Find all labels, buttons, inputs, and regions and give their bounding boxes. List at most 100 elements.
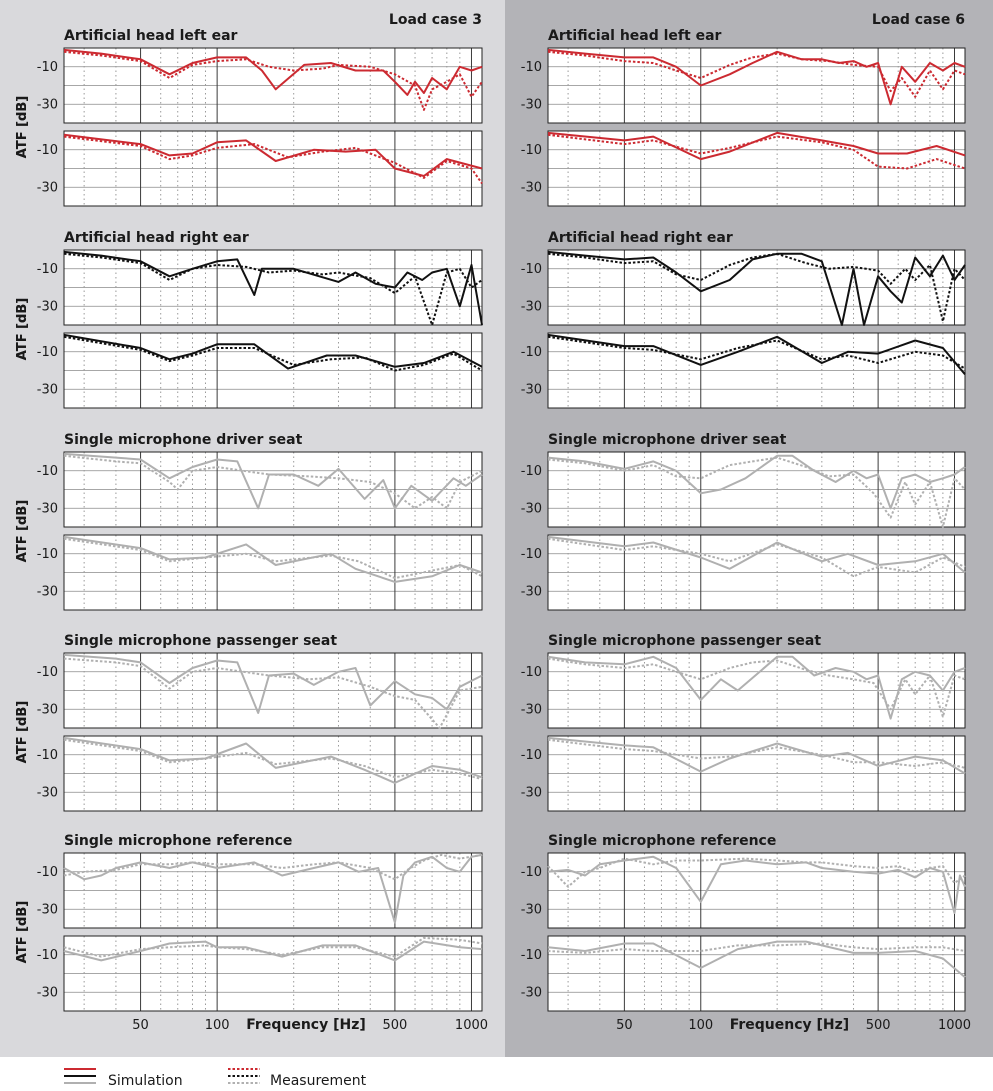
plot-lower: -10 -30 (521, 130, 966, 207)
chart-group: Single microphone driver seat ATF [dB] -10… (15, 432, 483, 611)
measurement-series-line (63, 853, 483, 881)
y-tick-label: -30 (37, 299, 58, 314)
chart-group-title: Artificial head right ear (64, 230, 249, 246)
y-tick-label: -10 (37, 60, 58, 75)
y-tick-label: -30 (521, 501, 542, 516)
simulation-series-line (547, 855, 966, 914)
plot-frame (547, 852, 966, 929)
plot-frame (63, 652, 483, 729)
chart-group-title: Single microphone reference (548, 833, 776, 849)
y-tick-label: -30 (37, 584, 58, 599)
measurement-series-line (547, 657, 966, 718)
plot-frame (547, 451, 966, 528)
legend-measurement-label: Measurement (270, 1073, 367, 1089)
plot-upper: -10 -30 (521, 47, 966, 124)
simulation-series-line (63, 535, 483, 583)
plot-frame (63, 47, 483, 124)
y-tick-label: -10 (37, 262, 58, 277)
y-tick-label: -10 (37, 665, 58, 680)
simulation-series-line (547, 535, 966, 574)
simulation-series-line (547, 131, 966, 161)
y-tick-label: -30 (521, 299, 542, 314)
y-tick-label: -10 (37, 948, 58, 963)
chart-group: Single microphone passenger seat ATF [dB]… (15, 633, 966, 812)
simulation-series-line (547, 454, 966, 510)
plot-frame (547, 652, 966, 729)
plot-frame (63, 852, 483, 929)
measurement-series-line (63, 335, 483, 372)
chart-panels: Load case 3 Artificial head left ear ATF [… (15, 12, 971, 1033)
chart-group: Artificial head right ear ATF [dB] -10 -30 -… (15, 230, 483, 409)
y-tick-label: -30 (37, 97, 58, 112)
plot-frame (63, 735, 483, 812)
y-tick-label: -30 (37, 902, 58, 917)
plot-upper: -10 -30 (37, 852, 483, 929)
y-axis-label: ATF [dB] (15, 96, 30, 158)
y-tick-label: -10 (37, 547, 58, 562)
y-tick-label: -30 (37, 501, 58, 516)
y-tick-label: -30 (521, 97, 542, 112)
simulation-series-line (547, 655, 966, 720)
chart-group: Single microphone reference ATF [dB] -10 -3… (15, 833, 971, 1033)
y-tick-label: -30 (37, 702, 58, 717)
simulation-series-line (63, 250, 483, 326)
simulation-series-line (63, 653, 483, 714)
plot-upper: -10 -30 (521, 249, 966, 326)
simulation-series-line (547, 736, 966, 775)
simulation-series-line (63, 333, 483, 370)
simulation-series-line (547, 250, 966, 326)
plot-lower: -10 -30 (521, 332, 966, 409)
plot-frame (63, 935, 483, 1012)
plot-upper: -10 -30 (37, 652, 483, 729)
y-axis-label: ATF [dB] (15, 96, 30, 158)
y-tick-label: -10 (521, 665, 542, 680)
plot-lower: -10 -30 (521, 735, 966, 812)
legend-simulation-label: Simulation (108, 1073, 183, 1089)
plot-frame (547, 130, 966, 207)
load-case-column-2: Load case 6 Artificial head left ear ATF [… (15, 12, 971, 1033)
plot-upper: -10 -30 (37, 47, 483, 124)
simulation-series-line (63, 452, 483, 510)
y-tick-label: -30 (37, 985, 58, 1000)
x-tick-label: 50 (616, 1018, 633, 1033)
y-tick-label: -10 (521, 464, 542, 479)
y-tick-label: -10 (521, 547, 542, 562)
plot-lower: -10 -30 (521, 534, 966, 611)
x-tick-label: 500 (866, 1018, 891, 1033)
measurement-series-line (63, 135, 483, 185)
chart-group-title: Single microphone passenger seat (64, 633, 337, 649)
x-tick-label: 1000 (938, 1018, 971, 1033)
simulation-series-line (547, 940, 966, 979)
y-tick-label: -10 (521, 345, 542, 360)
plot-frame (547, 47, 966, 124)
y-tick-label: -30 (521, 985, 542, 1000)
load-case-column-1: Load case 3 Artificial head left ear ATF [… (15, 12, 488, 1033)
x-axis-label: Frequency [Hz] (730, 1017, 849, 1033)
y-tick-label: -30 (521, 785, 542, 800)
y-tick-label: -30 (521, 702, 542, 717)
chart-group: Single microphone passenger seat ATF [dB]… (15, 633, 483, 812)
y-tick-label: -30 (521, 180, 542, 195)
plot-lower: -10 -30 (37, 735, 483, 812)
y-tick-label: -10 (37, 464, 58, 479)
x-tick-label: 50 (132, 1018, 149, 1033)
simulation-series-line (547, 48, 966, 106)
plot-frame (547, 935, 966, 1012)
plot-upper: -10 -30 (521, 652, 966, 729)
plot-lower: -10 -30 (521, 935, 966, 1012)
y-axis-label: ATF [dB] (15, 500, 30, 562)
x-tick-label: 500 (382, 1018, 407, 1033)
y-tick-label: -30 (521, 902, 542, 917)
chart-group-title: Single microphone driver seat (548, 432, 787, 448)
y-tick-label: -30 (37, 180, 58, 195)
y-axis-label: ATF [dB] (15, 298, 30, 360)
x-tick-label: 100 (688, 1018, 713, 1033)
y-tick-label: -30 (37, 382, 58, 397)
simulation-series-line (63, 48, 483, 96)
y-axis-label: ATF [dB] (15, 701, 30, 763)
simulation-series-line (547, 333, 966, 375)
measurement-series-line (547, 942, 966, 954)
plot-lower: -10 -30 (37, 130, 483, 207)
chart-group-title: Artificial head left ear (548, 28, 722, 44)
